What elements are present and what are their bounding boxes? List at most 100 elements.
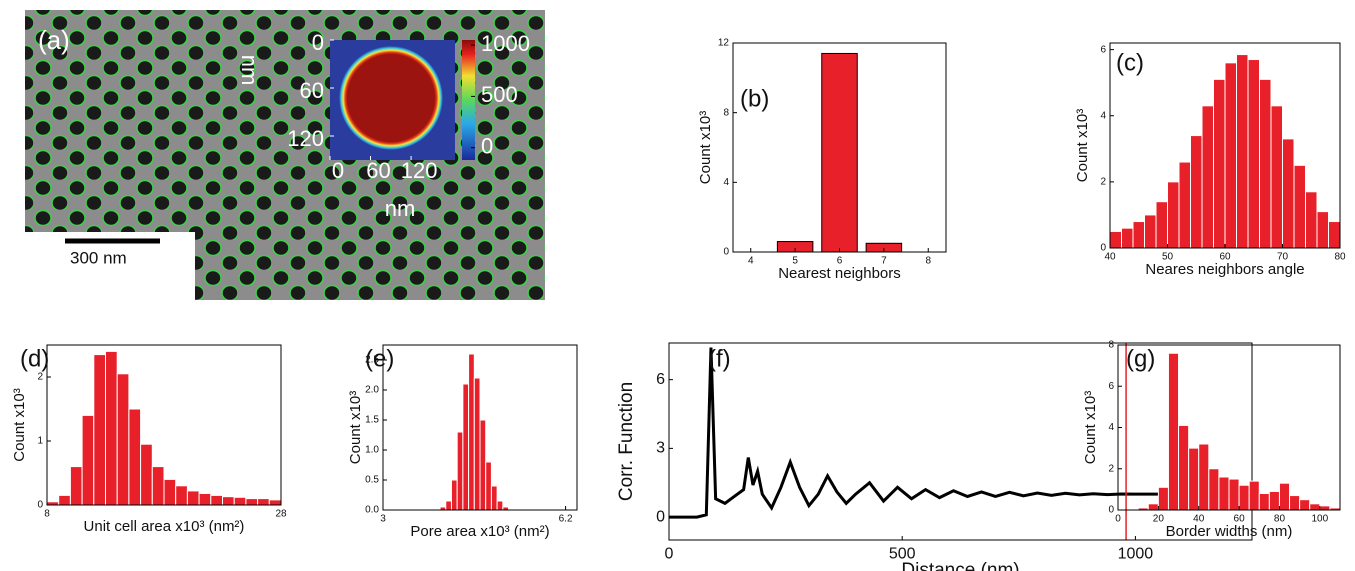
- histogram-bar: [211, 495, 223, 505]
- y-tick-label: 8: [1108, 340, 1114, 351]
- y-tick-label: 8: [723, 107, 729, 118]
- inset-y-tick-label: 0: [312, 30, 324, 55]
- y-tick-label: 4: [1100, 110, 1106, 121]
- histogram-bar: [1219, 477, 1229, 510]
- histogram-bar: [1229, 479, 1239, 510]
- histogram-bar: [164, 479, 176, 505]
- panel-a: 300 nm (a) nm nm: [25, 10, 545, 300]
- histogram-bar: [187, 491, 199, 505]
- histogram-bar: [1156, 202, 1168, 248]
- y-tick-label: 0: [723, 247, 729, 258]
- histogram-bar: [1294, 165, 1306, 248]
- histogram-bar: [82, 415, 94, 505]
- histogram-bar: [1179, 162, 1191, 248]
- histogram-bar: [141, 444, 153, 505]
- histogram-bar: [1133, 222, 1145, 248]
- histogram-bar: [457, 432, 463, 510]
- x-axis-label: Border widths (nm): [1166, 523, 1293, 540]
- histogram-bar: [451, 480, 457, 510]
- colorbar: [462, 40, 475, 160]
- histogram-bar: [491, 486, 497, 510]
- histogram-bar: [469, 354, 475, 510]
- histogram-bar: [480, 420, 486, 510]
- x-tick-label: 40: [1104, 252, 1116, 263]
- histogram-bar: [152, 467, 164, 505]
- histogram-bar: [117, 374, 129, 505]
- histogram-bar: [1202, 106, 1214, 248]
- histogram-bar: [1279, 483, 1289, 510]
- histogram-bar: [1239, 485, 1249, 510]
- y-tick-label: 6: [656, 371, 665, 388]
- colorbar-tick-label: 1000: [481, 31, 530, 56]
- inset-x-label: nm: [385, 196, 416, 221]
- x-tick-label: 28: [275, 509, 287, 520]
- y-axis-label: Count x10³: [1074, 109, 1091, 182]
- y-tick-label: 0: [1108, 505, 1114, 516]
- histogram-bar: [246, 499, 258, 505]
- inset-x-tick-label: 0: [332, 158, 344, 183]
- histogram-bar: [1320, 506, 1330, 510]
- x-axis-label: Unit cell area x10³ (nm²): [84, 518, 245, 535]
- y-tick-label: 3: [656, 440, 665, 457]
- y-tick-label: 2: [1100, 177, 1106, 188]
- histogram-bar: [1191, 136, 1203, 248]
- colorbar-tick-label: 500: [481, 82, 518, 107]
- histogram-bar: [199, 493, 211, 505]
- histogram-bar: [1189, 448, 1199, 510]
- x-tick-label: 100: [1311, 514, 1328, 525]
- histogram-bar: [176, 486, 188, 505]
- x-tick-label: 0: [665, 546, 674, 563]
- histogram-bar: [1122, 228, 1134, 248]
- histogram-bar: [1145, 215, 1157, 248]
- histogram-bar: [474, 378, 480, 510]
- panel-label: (e): [365, 345, 394, 372]
- y-tick-label: 0: [656, 508, 665, 525]
- panel-label: (d): [20, 345, 49, 372]
- x-tick-label: 8: [925, 256, 931, 267]
- y-axis-label: Count x10³: [347, 391, 364, 464]
- x-tick-label: 1000: [1118, 546, 1154, 563]
- histogram-bar: [463, 384, 469, 510]
- histogram-bar: [1259, 494, 1269, 511]
- x-axis-label: Nearest neighbors: [778, 265, 901, 282]
- histogram-bar: [1168, 182, 1180, 248]
- histogram-bar: [234, 497, 246, 505]
- histogram-bar: [1225, 63, 1237, 248]
- histogram-bar: [1148, 504, 1158, 510]
- y-axis-label: Corr. Function: [616, 382, 637, 501]
- histogram-bar: [1249, 481, 1259, 510]
- histogram-bar: [1310, 504, 1320, 510]
- y-tick-label: 1.0: [365, 445, 379, 456]
- histogram-bar: [1271, 106, 1283, 248]
- histogram-bar: [1179, 425, 1189, 510]
- x-axis-label: Pore area x10³ (nm²): [410, 523, 549, 540]
- histogram-bar: [94, 355, 106, 505]
- panel-label: (c): [1116, 49, 1144, 76]
- histogram-bar: [1158, 487, 1168, 510]
- y-tick-label: 1.5: [365, 415, 379, 426]
- y-tick-label: 0: [37, 500, 43, 511]
- histogram-bar: [1209, 469, 1219, 510]
- inset-y-tick-label: 60: [300, 78, 324, 103]
- bar: [822, 53, 858, 252]
- histogram-bar: [1290, 496, 1300, 510]
- histogram-bar: [1283, 139, 1295, 248]
- x-tick-label: 6.2: [559, 514, 573, 525]
- colorbar-tick-label: 0: [481, 134, 493, 159]
- histogram-bar: [486, 462, 492, 510]
- y-tick-label: 0.0: [365, 505, 379, 516]
- x-tick-label: 8: [44, 509, 50, 520]
- x-tick-label: 3: [380, 514, 386, 525]
- y-tick-label: 6: [1108, 381, 1114, 392]
- histogram-bar: [269, 500, 281, 505]
- histogram-bar: [1110, 231, 1122, 248]
- histogram-bar: [258, 499, 270, 505]
- histogram-bar: [1317, 212, 1329, 248]
- x-tick-label: 20: [1153, 514, 1165, 525]
- panel-label: (g): [1126, 345, 1155, 372]
- histogram-bar: [106, 351, 118, 505]
- scale-bar-label: 300 nm: [70, 248, 127, 267]
- y-tick-label: 4: [723, 177, 729, 188]
- y-tick-label: 2.0: [365, 385, 379, 396]
- histogram-bar: [1306, 192, 1318, 248]
